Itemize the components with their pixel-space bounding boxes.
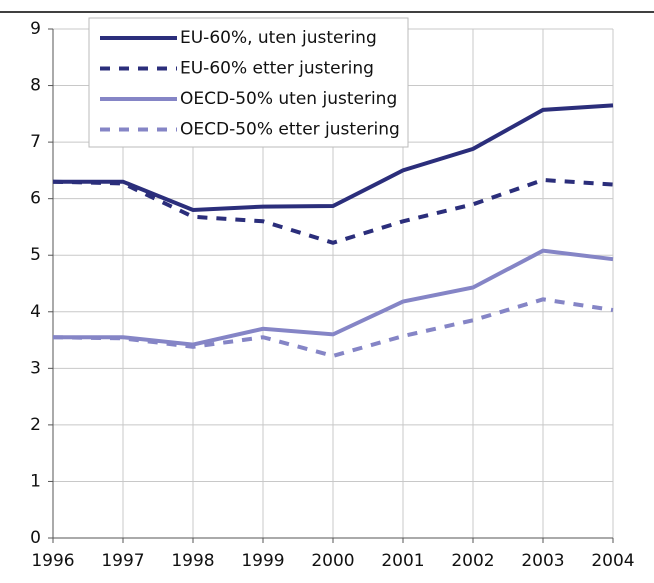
x-tick-label: 2003: [521, 551, 564, 571]
x-tick-label: 2004: [591, 551, 634, 571]
y-tick-label: 7: [30, 132, 41, 152]
y-tick-label: 9: [30, 19, 41, 39]
x-tick-label: 1996: [31, 551, 74, 571]
series-line: [52, 297, 614, 358]
series-line: [53, 103, 614, 212]
y-tick-label: 0: [30, 528, 41, 548]
legend-label: OECD-50% uten justering: [180, 89, 397, 109]
y-tick-label: 2: [30, 415, 41, 435]
y-tick-label: 3: [30, 358, 41, 378]
y-tick-label: 4: [30, 302, 41, 322]
x-tick-label: 1998: [171, 551, 214, 571]
legend-label: OECD-50% etter justering: [180, 120, 400, 140]
y-tick-label: 6: [30, 189, 41, 209]
legend-label: EU-60%, uten justering: [180, 28, 377, 48]
legend-label: EU-60% etter justering: [180, 59, 374, 79]
series-line: [52, 177, 614, 245]
x-tick-label: 2001: [381, 551, 424, 571]
y-tick-label: 1: [30, 471, 41, 491]
x-tick-label: 2002: [451, 551, 494, 571]
y-tick-label: 8: [30, 76, 41, 96]
x-tick-label: 1997: [101, 551, 144, 571]
x-tick-label: 1999: [241, 551, 284, 571]
x-tick-label: 2000: [311, 551, 354, 571]
series-line: [53, 248, 614, 347]
y-tick-label: 5: [30, 245, 41, 265]
